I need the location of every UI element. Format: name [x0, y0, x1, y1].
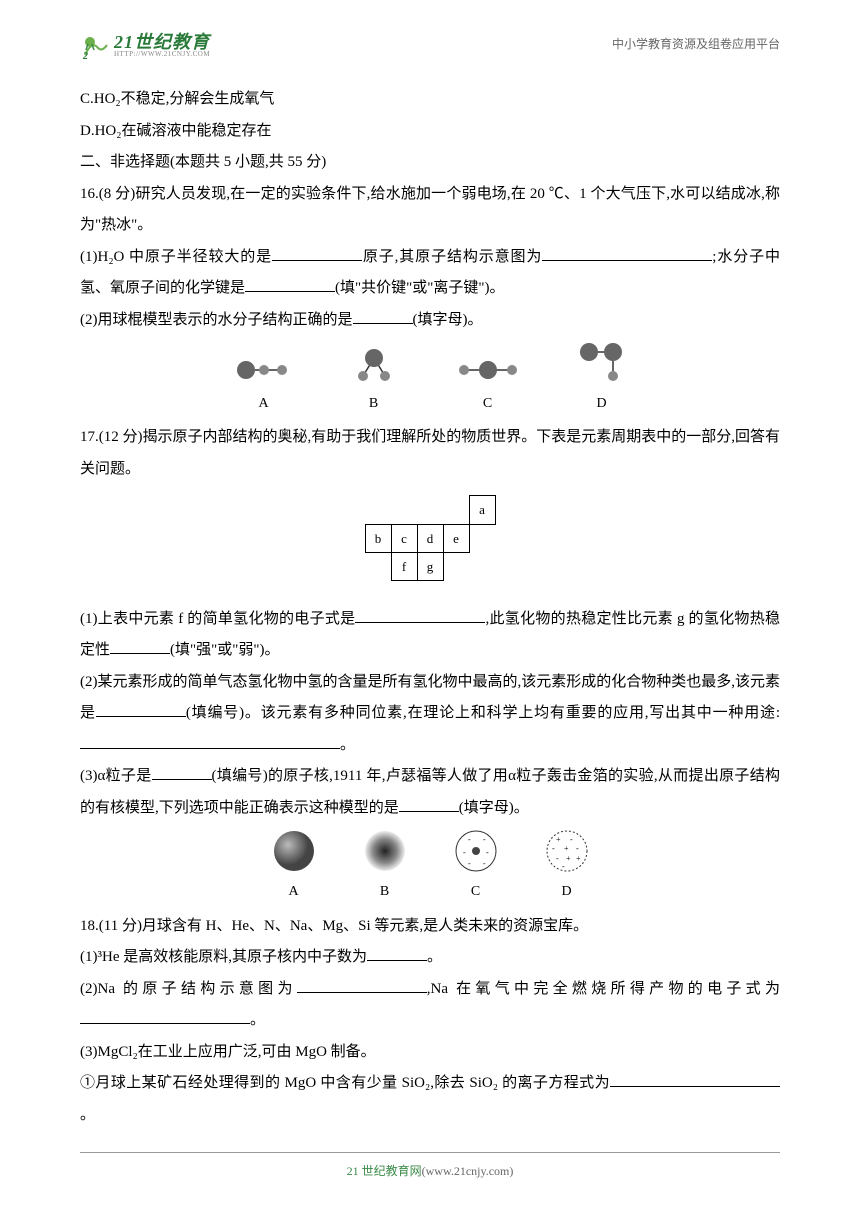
logo-icon: 2 [80, 30, 110, 60]
atom-model-c: - - - - - - C [453, 828, 499, 906]
section-2-title: 二、非选择题(本题共 5 小题,共 55 分) [80, 147, 780, 179]
atom-model-a: A [271, 828, 317, 906]
svg-text:-: - [468, 859, 471, 868]
option-d: D.HO₂在碱溶液中能稳定存在 [80, 116, 780, 148]
blank [355, 608, 485, 623]
q17-2-text-b: (填编号)。该元素有多种同位素,在理论上和科学上均有重要的应用,写出其中一种用途… [186, 705, 780, 721]
svg-text:-: - [483, 835, 486, 844]
blank [152, 765, 212, 780]
atom-model-b: B [362, 828, 408, 906]
mol-label-a: A [258, 389, 268, 418]
q18-intro: 18.(11 分)月球含有 H、He、N、Na、Mg、Si 等元素,是人类未来的… [80, 911, 780, 943]
q17-1-text-c: (填"强"或"弱")。 [170, 642, 279, 658]
q16-1-text-a: (1)H₂O 中原子半径较大的是 [80, 249, 272, 265]
q18-3-1-text-b: 。 [80, 1107, 95, 1123]
molecule-b: B [349, 346, 399, 418]
document-content: C.HO₂不稳定,分解会生成氧气 D.HO₂在碱溶液中能稳定存在 二、非选择题(… [80, 84, 780, 1131]
page-footer: 21 世纪教育网(www.21cnjy.com) [80, 1152, 780, 1184]
svg-text:-: - [576, 844, 579, 853]
q18-3-1-text-a: ①月球上某矿石经处理得到的 MgO 中含有少量 SiO₂,除去 SiO₂ 的离子… [80, 1075, 610, 1091]
q17-intro: 17.(12 分)揭示原子内部结构的奥秘,有助于我们理解所处的物质世界。下表是元… [80, 422, 780, 485]
q18-2-text-b: ,Na 在氧气中完全燃烧所得产物的电子式为 [427, 981, 780, 997]
svg-text:-: - [562, 862, 565, 871]
blank [367, 946, 427, 961]
q18-1-text-b: 。 [427, 949, 442, 965]
atom-label-c: C [471, 877, 480, 906]
q17-1-text-a: (1)上表中元素 f 的简单氢化物的电子式是 [80, 611, 355, 627]
cell-d: d [417, 524, 443, 552]
mol-label-c: C [483, 389, 492, 418]
blank [110, 639, 170, 654]
logo-sub-text: HTTP://WWW.21CNJY.COM [114, 51, 210, 58]
q16-2-text-a: (2)用球棍模型表示的水分子结构正确的是 [80, 312, 353, 328]
q18-3: (3)MgCl₂在工业上应用广泛,可由 MgO 制备。 [80, 1037, 780, 1069]
mol-label-b: B [369, 389, 378, 418]
blank [80, 734, 340, 749]
blank [297, 978, 427, 993]
svg-text:-: - [556, 854, 559, 863]
cell-e: e [443, 524, 469, 552]
molecule-diagram-row: A B C [80, 340, 780, 418]
q16-intro: 16.(8 分)研究人员发现,在一定的实验条件下,给水施加一个弱电场,在 20 … [80, 179, 780, 242]
blank [272, 246, 362, 261]
q18-3-1: ①月球上某矿石经处理得到的 MgO 中含有少量 SiO₂,除去 SiO₂ 的离子… [80, 1068, 780, 1131]
q18-2-text-c: 。 [250, 1012, 265, 1028]
q18-1-text-a: (1)³He 是高效核能原料,其原子核内中子数为 [80, 949, 367, 965]
atom-label-d: D [561, 877, 571, 906]
atom-label-b: B [380, 877, 389, 906]
blank [80, 1009, 250, 1024]
q17-3: (3)α粒子是(填编号)的原子核,1911 年,卢瑟福等人做了用α粒子轰击金箔的… [80, 761, 780, 824]
svg-text:+: + [556, 835, 561, 844]
blank [96, 702, 186, 717]
logo-main-text: 21世纪教育 [114, 33, 210, 51]
q16-2: (2)用球棍模型表示的水分子结构正确的是 (填字母)。 [80, 305, 780, 337]
svg-text:+: + [576, 854, 581, 863]
svg-text:-: - [486, 848, 489, 857]
molecule-d: D [577, 340, 627, 418]
blank [610, 1072, 780, 1087]
cell-a: a [469, 496, 495, 524]
svg-text:+: + [564, 844, 569, 853]
mol-label-d: D [596, 389, 606, 418]
footer-url: (www.21cnjy.com) [422, 1164, 514, 1178]
q16-1-text-d: (填"共价键"或"离子键")。 [335, 280, 504, 296]
cell-g: g [417, 552, 443, 580]
q17-2-text-c: 。 [340, 737, 355, 753]
svg-text:+: + [566, 854, 571, 863]
q16-1: (1)H₂O 中原子半径较大的是原子,其原子结构示意图为;水分子中氢、氧原子间的… [80, 242, 780, 305]
svg-text:-: - [552, 844, 555, 853]
molecule-c: C [454, 354, 522, 418]
svg-text:2: 2 [82, 51, 88, 60]
cell-f: f [391, 552, 417, 580]
q18-2-text-a: (2)Na 的原子结构示意图为 [80, 981, 297, 997]
q16-2-text-b: (填字母)。 [413, 312, 483, 328]
svg-text:-: - [468, 835, 471, 844]
atom-model-d: + - - + - - + + - D [544, 828, 590, 906]
q17-1: (1)上表中元素 f 的简单氢化物的电子式是,此氢化物的热稳定性比元素 g 的氢… [80, 604, 780, 667]
atom-model-diagram-row: A B [80, 828, 780, 906]
q18-1: (1)³He 是高效核能原料,其原子核内中子数为 。 [80, 942, 780, 974]
q17-2: (2)某元素形成的简单气态氢化物中氢的含量是所有氢化物中最高的,该元素形成的化合… [80, 667, 780, 762]
blank [353, 309, 413, 324]
q17-3-text-a: (3)α粒子是 [80, 768, 152, 784]
blank [399, 797, 459, 812]
blank [542, 246, 712, 261]
header-right-text: 中小学教育资源及组卷应用平台 [612, 32, 780, 57]
molecule-a: A [234, 354, 294, 418]
atom-label-a: A [288, 877, 298, 906]
svg-text:-: - [570, 835, 573, 844]
logo: 2 21世纪教育 HTTP://WWW.21CNJY.COM [80, 30, 210, 60]
q16-1-text-b: 原子,其原子结构示意图为 [362, 249, 542, 265]
periodic-table-diagram: a b c d e f g [80, 489, 780, 599]
option-c: C.HO₂不稳定,分解会生成氧气 [80, 84, 780, 116]
svg-text:-: - [483, 859, 486, 868]
page-header: 2 21世纪教育 HTTP://WWW.21CNJY.COM 中小学教育资源及组… [80, 30, 780, 66]
footer-brand: 21 世纪教育网 [347, 1164, 422, 1178]
cell-c: c [391, 524, 417, 552]
q18-2: (2)Na 的原子结构示意图为 ,Na 在氧气中完全燃烧所得产物的电子式为。 [80, 974, 780, 1037]
cell-b: b [365, 524, 391, 552]
svg-text:-: - [463, 848, 466, 857]
blank [245, 277, 335, 292]
q17-3-text-c: (填字母)。 [459, 800, 529, 816]
